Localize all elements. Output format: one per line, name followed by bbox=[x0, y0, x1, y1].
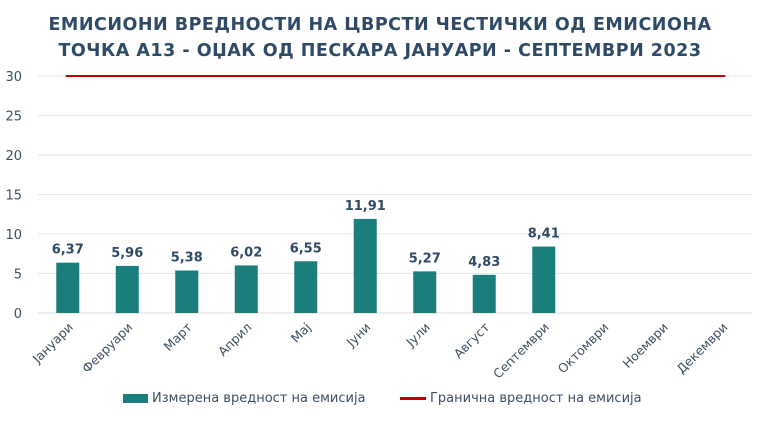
y-tick-label: 20 bbox=[5, 149, 22, 164]
y-tick-label: 15 bbox=[5, 189, 22, 204]
x-tick-label: Септември bbox=[490, 320, 552, 382]
data-label: 11,91 bbox=[345, 199, 386, 214]
y-tick-label: 30 bbox=[5, 70, 22, 85]
bar bbox=[472, 274, 496, 313]
x-tick-label: Февруари bbox=[79, 320, 135, 376]
legend-item-measured: Измерена вредност на емисија bbox=[123, 391, 366, 406]
y-tick-label: 10 bbox=[5, 228, 22, 243]
legend-swatch-measured bbox=[123, 394, 148, 403]
data-label: 4,83 bbox=[468, 255, 500, 270]
x-tick-label: Декември bbox=[673, 320, 730, 377]
legend-label-limit: Гранична вредност на емисија bbox=[430, 391, 642, 406]
x-tick-label: Април bbox=[215, 320, 254, 359]
bar bbox=[294, 261, 318, 313]
x-tick-label: Јули bbox=[402, 320, 433, 351]
bar bbox=[413, 271, 437, 313]
legend-label-measured: Измерена вредност на емисија bbox=[152, 391, 366, 406]
bar bbox=[353, 218, 377, 313]
x-tick-label: Мај bbox=[288, 320, 314, 346]
x-tick-label: Јануари bbox=[29, 320, 76, 367]
chart-title-line-2: ТОЧКА А13 - ОЏАК ОД ПЕСКАРА ЈАНУАРИ - СЕ… bbox=[58, 41, 702, 61]
legend-item-limit: Гранична вредност на емисија bbox=[400, 391, 642, 406]
x-tick-label: Март bbox=[160, 320, 194, 354]
chart-legend: Измерена вредност на емисија Гранична вр… bbox=[0, 391, 760, 411]
data-label: 8,41 bbox=[528, 227, 560, 242]
bar bbox=[532, 246, 556, 313]
x-tick-label: Август bbox=[451, 320, 493, 362]
x-tick-label: Ноември bbox=[620, 320, 671, 371]
bar bbox=[56, 262, 80, 313]
chart-title: ЕМИСИОНИ ВРЕДНОСТИ НА ЦВРСТИ ЧЕСТИЧКИ ОД… bbox=[0, 12, 760, 64]
y-tick-label: 5 bbox=[14, 268, 22, 283]
data-label: 5,27 bbox=[409, 251, 441, 266]
x-tick-label: Октомври bbox=[555, 320, 612, 377]
data-label: 5,96 bbox=[111, 246, 143, 261]
x-tick-label: Јуни bbox=[343, 320, 374, 351]
bar bbox=[234, 265, 258, 313]
legend-swatch-limit bbox=[400, 397, 426, 400]
data-label: 6,02 bbox=[230, 245, 262, 260]
y-tick-label: 0 bbox=[14, 307, 22, 322]
bar bbox=[175, 270, 199, 313]
bar bbox=[115, 265, 139, 313]
chart-title-line-1: ЕМИСИОНИ ВРЕДНОСТИ НА ЦВРСТИ ЧЕСТИЧКИ ОД… bbox=[48, 15, 712, 35]
data-label: 6,37 bbox=[52, 243, 84, 258]
data-label: 6,55 bbox=[290, 241, 322, 256]
data-label: 5,38 bbox=[171, 250, 203, 265]
y-tick-label: 25 bbox=[5, 110, 22, 125]
